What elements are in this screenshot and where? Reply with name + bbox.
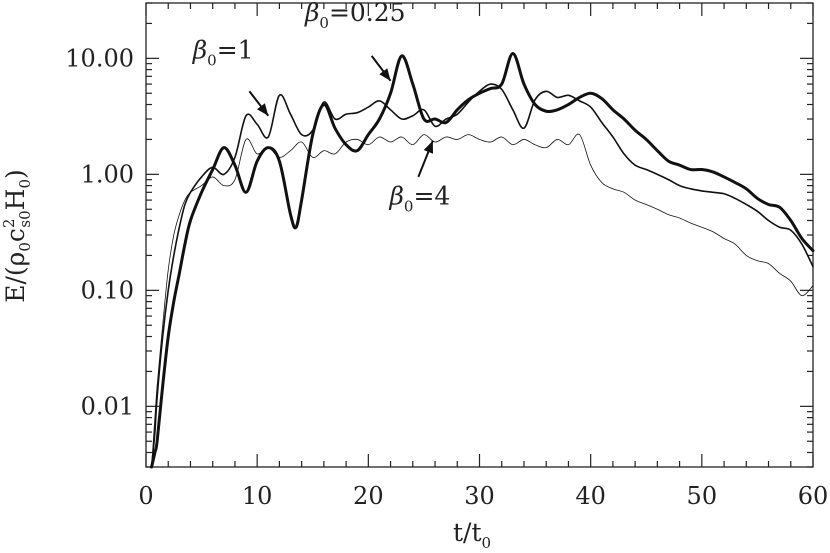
y-axis-title-close: ) (1, 169, 30, 179)
axis-ticks (145, 2, 814, 468)
annotation-arrow-head (256, 103, 269, 116)
y-axis-title-main: E/(ρ (1, 252, 30, 303)
series-lines (150, 52, 815, 469)
annotation-b4: β0=4 (388, 181, 450, 215)
x-tick-label: 50 (687, 482, 718, 510)
x-axis-title: t/t0 (453, 518, 491, 552)
annotation-arrow-head (423, 140, 434, 154)
annotation-arrow-head (379, 68, 391, 81)
x-tick-label: 10 (242, 482, 273, 510)
y-tick-label: 0.10 (81, 276, 134, 304)
annotations: β0=1 β0=0.25 β0=4 (192, 0, 451, 215)
x-tick-label: 20 (353, 482, 384, 510)
y-tick-label: 10.00 (65, 44, 134, 72)
x-axis-title-main: t/t (453, 518, 482, 547)
x-tick-label: 60 (798, 482, 829, 510)
plot-frame (145, 2, 814, 468)
y-axis-title-sub-s0: s0 (16, 210, 34, 227)
annotation-b1: β0=1 (192, 35, 254, 69)
y-axis-title: E/(ρ0c2s0H0) (0, 169, 34, 303)
y-axis-title-sup: 2 (0, 219, 18, 229)
x-tick-labels: 0 10 20 30 40 50 60 (138, 482, 828, 510)
x-tick-label: 40 (575, 482, 606, 510)
annotation-b025: β0=0.25 (304, 0, 406, 32)
x-tick-label: 30 (464, 482, 495, 510)
y-tick-labels: 0.01 0.10 1.00 10.00 (65, 44, 134, 420)
y-axis-title-c: c (1, 228, 30, 242)
x-tick-label: 0 (138, 482, 153, 510)
y-tick-label: 1.00 (81, 160, 134, 188)
y-axis-title-sub-h: 0 (16, 179, 34, 189)
y-tick-label: 0.01 (81, 392, 134, 420)
x-axis-title-sub: 0 (481, 534, 491, 552)
y-axis-title-h: H (1, 189, 30, 211)
series-line-2 (150, 83, 814, 468)
series-line-3 (151, 133, 814, 468)
y-axis-title-sub-rho: 0 (16, 242, 34, 252)
